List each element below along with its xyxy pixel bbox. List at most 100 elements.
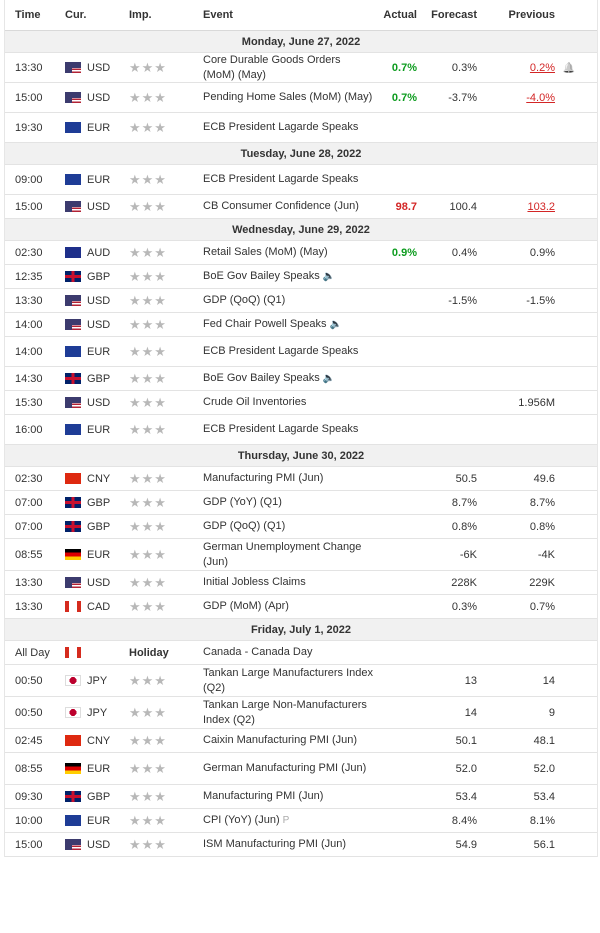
event-name[interactable]: German Manufacturing PMI (Jun)	[203, 761, 373, 776]
previous-value-text: 49.6	[533, 472, 555, 485]
event-label[interactable]: ECB President Lagarde Speaks	[203, 173, 359, 185]
table-row[interactable]: 09:00 EUR ★★★ ECB President Lagarde Speaks	[5, 165, 597, 195]
table-row[interactable]: 13:30 CAD ★★★ GDP (MoM) (Apr) 0.3% 0.7%	[5, 595, 597, 619]
star-icon: ★★★	[129, 788, 167, 804]
table-row[interactable]: 07:00 GBP ★★★ GDP (QoQ) (Q1) 0.8% 0.8%	[5, 515, 597, 539]
table-row[interactable]: 00:50 JPY ★★★ Tankan Large Manufacturers In…	[5, 665, 597, 697]
event-label[interactable]: Core Durable Goods Orders (MoM) (May)	[203, 53, 341, 81]
previous-value-text: -4K	[537, 548, 555, 561]
table-row[interactable]: 00:50 JPY ★★★ Tankan Large Non-Manufacturer…	[5, 697, 597, 729]
event-label[interactable]: German Manufacturing PMI (Jun)	[203, 762, 367, 774]
event-label[interactable]: BoE Gov Bailey Speaks	[203, 372, 320, 384]
table-row[interactable]: 13:30 USD ★★★ Core Durable Goods Orders (Mo…	[5, 53, 597, 83]
table-row[interactable]: 02:30 CNY ★★★ Manufacturing PMI (Jun) 50.5 49…	[5, 467, 597, 491]
event-name[interactable]: CB Consumer Confidence (Jun)	[203, 199, 373, 214]
event-label[interactable]: Crude Oil Inventories	[203, 396, 307, 408]
event-time: 12:35	[15, 270, 43, 283]
table-row[interactable]: 15:00 USD ★★★ Pending Home Sales (MoM) (May…	[5, 83, 597, 113]
event-name[interactable]: Retail Sales (MoM) (May)	[203, 245, 373, 260]
event-name[interactable]: GDP (MoM) (Apr)	[203, 599, 373, 614]
event-name[interactable]: BoE Gov Bailey Speaks 🔈	[203, 269, 373, 284]
table-row[interactable]: 15:30 USD ★★★ Crude Oil Inventories 1.956M	[5, 391, 597, 415]
previous-value: 0.2%	[477, 62, 555, 74]
event-label[interactable]: GDP (MoM) (Apr)	[203, 600, 289, 612]
table-row[interactable]: 15:00 USD ★★★ CB Consumer Confidence (Jun) 9…	[5, 195, 597, 219]
event-name[interactable]: CPI (YoY) (Jun) P	[203, 813, 373, 828]
event-label[interactable]: Manufacturing PMI (Jun)	[203, 472, 324, 484]
table-row[interactable]: All Day Holiday Canada - Canada Day	[5, 641, 597, 665]
table-row[interactable]: 08:55 EUR ★★★ German Manufacturing PMI (Jun…	[5, 753, 597, 785]
table-row[interactable]: 07:00 GBP ★★★ GDP (YoY) (Q1) 8.7% 8.7%	[5, 491, 597, 515]
table-row[interactable]: 13:30 USD ★★★ GDP (QoQ) (Q1) -1.5% -1.5%	[5, 289, 597, 313]
event-label[interactable]: Fed Chair Powell Speaks	[203, 318, 327, 330]
event-time: All Day	[15, 646, 50, 659]
event-name[interactable]: GDP (QoQ) (Q1)	[203, 519, 373, 534]
event-name[interactable]: Fed Chair Powell Speaks 🔈	[203, 317, 373, 332]
forecast-value: 50.1	[455, 734, 477, 747]
event-name[interactable]: Initial Jobless Claims	[203, 575, 373, 590]
event-label[interactable]: Retail Sales (MoM) (May)	[203, 246, 328, 258]
table-row[interactable]: 08:55 EUR ★★★ German Unemployment Change (J…	[5, 539, 597, 571]
table-row[interactable]: 19:30 EUR ★★★ ECB President Lagarde Speaks	[5, 113, 597, 143]
event-label[interactable]: Caixin Manufacturing PMI (Jun)	[203, 734, 358, 746]
event-name[interactable]: ECB President Lagarde Speaks	[203, 422, 373, 437]
event-name[interactable]: Tankan Large Manufacturers Index (Q2)	[203, 666, 373, 696]
table-row[interactable]: 16:00 EUR ★★★ ECB President Lagarde Speaks	[5, 415, 597, 445]
table-row[interactable]: 12:35 GBP ★★★ BoE Gov Bailey Speaks 🔈	[5, 265, 597, 289]
flag-icon-gb	[65, 271, 81, 282]
bell-icon[interactable]: 🔔	[562, 62, 576, 74]
event-label[interactable]: ECB President Lagarde Speaks	[203, 121, 359, 133]
table-row[interactable]: 13:30 USD ★★★ Initial Jobless Claims 228K 229…	[5, 571, 597, 595]
event-label[interactable]: ISM Manufacturing PMI (Jun)	[203, 838, 347, 850]
event-label[interactable]: ECB President Lagarde Speaks	[203, 423, 359, 435]
event-name[interactable]: ECB President Lagarde Speaks	[203, 344, 373, 359]
event-label[interactable]: BoE Gov Bailey Speaks	[203, 270, 320, 282]
event-label[interactable]: GDP (YoY) (Q1)	[203, 496, 282, 508]
table-row[interactable]: 09:30 GBP ★★★ Manufacturing PMI (Jun) 53.4 53…	[5, 785, 597, 809]
event-name[interactable]: Core Durable Goods Orders (MoM) (May)	[203, 53, 373, 83]
event-name[interactable]: BoE Gov Bailey Speaks 🔈	[203, 371, 373, 386]
event-name[interactable]: Tankan Large Non-Manufacturers Index (Q2…	[203, 698, 373, 728]
event-name[interactable]: Manufacturing PMI (Jun)	[203, 471, 373, 486]
event-name[interactable]: Pending Home Sales (MoM) (May)	[203, 90, 373, 105]
table-row[interactable]: 02:45 CNY ★★★ Caixin Manufacturing PMI (Jun…	[5, 729, 597, 753]
event-label[interactable]: CB Consumer Confidence (Jun)	[203, 200, 359, 212]
event-label[interactable]: GDP (QoQ) (Q1)	[203, 520, 286, 532]
event-label[interactable]: Canada - Canada Day	[203, 646, 313, 658]
forecast-value: 100.4	[449, 200, 477, 213]
star-icon: ★★★	[129, 836, 167, 852]
event-name[interactable]: German Unemployment Change (Jun)	[203, 540, 373, 570]
event-label[interactable]: Pending Home Sales (MoM) (May)	[203, 91, 373, 103]
event-name[interactable]: GDP (YoY) (Q1)	[203, 495, 373, 510]
previous-value-text: 14	[542, 674, 555, 687]
header-previous: Previous	[508, 9, 555, 21]
event-name[interactable]: Canada - Canada Day	[203, 645, 373, 660]
table-row[interactable]: 15:00 USD ★★★ ISM Manufacturing PMI (Jun) 54…	[5, 833, 597, 857]
table-row[interactable]: 10:00 EUR ★★★ CPI (YoY) (Jun) P 8.4% 8.1%	[5, 809, 597, 833]
event-name[interactable]: Crude Oil Inventories	[203, 395, 373, 410]
event-label[interactable]: GDP (QoQ) (Q1)	[203, 294, 286, 306]
event-label[interactable]: Manufacturing PMI (Jun)	[203, 790, 324, 802]
event-label[interactable]: CPI (YoY) (Jun)	[203, 814, 280, 826]
actual-value: 0.9%	[391, 246, 417, 259]
table-row[interactable]: 02:30 AUD ★★★ Retail Sales (MoM) (May) 0.9% 0…	[5, 241, 597, 265]
event-label[interactable]: German Unemployment Change (Jun)	[203, 540, 362, 568]
importance: ★★★	[123, 673, 203, 689]
event-name[interactable]: ISM Manufacturing PMI (Jun)	[203, 837, 373, 852]
event-time: 13:30	[15, 576, 43, 589]
star-icon: ★★★	[129, 292, 167, 308]
event-name[interactable]: Manufacturing PMI (Jun)	[203, 789, 373, 804]
event-label[interactable]: ECB President Lagarde Speaks	[203, 345, 359, 357]
event-label[interactable]: Tankan Large Manufacturers Index (Q2)	[203, 666, 373, 694]
event-label[interactable]: Tankan Large Non-Manufacturers Index (Q2…	[203, 698, 367, 726]
event-name[interactable]: ECB President Lagarde Speaks	[203, 120, 373, 135]
event-name[interactable]: Caixin Manufacturing PMI (Jun)	[203, 733, 373, 748]
event-label[interactable]: Initial Jobless Claims	[203, 576, 306, 588]
star-icon: ★★★	[129, 470, 167, 486]
table-row[interactable]: 14:00 USD ★★★ Fed Chair Powell Speaks 🔈	[5, 313, 597, 337]
previous-value: -4.0%	[477, 92, 555, 104]
table-row[interactable]: 14:00 EUR ★★★ ECB President Lagarde Speaks	[5, 337, 597, 367]
event-name[interactable]: GDP (QoQ) (Q1)	[203, 293, 373, 308]
table-row[interactable]: 14:30 GBP ★★★ BoE Gov Bailey Speaks 🔈	[5, 367, 597, 391]
event-name[interactable]: ECB President Lagarde Speaks	[203, 172, 373, 187]
